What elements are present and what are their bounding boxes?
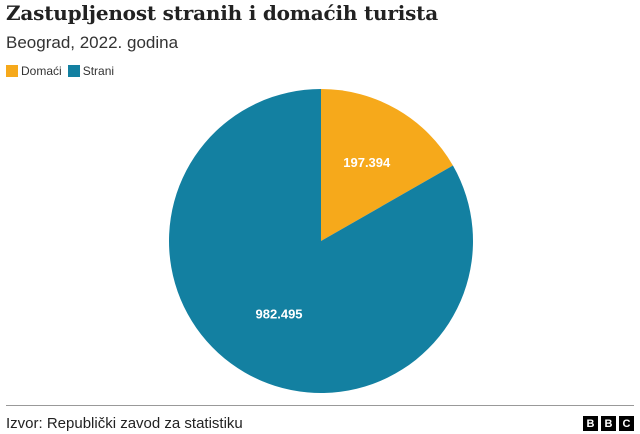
footer-divider	[6, 405, 634, 406]
data-label-strani: 982.495	[256, 306, 303, 321]
legend-label-domaci: Domaći	[21, 64, 62, 78]
legend: Domaći Strani	[6, 64, 116, 78]
pie-slice-domaci	[321, 89, 453, 241]
chart-subtitle: Beograd, 2022. godina	[6, 33, 179, 52]
legend-swatch-domaci	[6, 65, 18, 77]
legend-item-strani: Strani	[67, 64, 115, 78]
source-note: Izvor: Republički zavod za statistiku	[6, 415, 243, 432]
data-label-domaci: 197.394	[343, 155, 391, 170]
pie-slice-strani	[169, 89, 473, 394]
chart-title: Zastupljenost stranih i domaćih turista	[6, 1, 438, 25]
legend-swatch-strani	[67, 65, 80, 77]
legend-label-strani: Strani	[82, 64, 115, 78]
legend-item-domaci: Domaći	[6, 64, 62, 78]
